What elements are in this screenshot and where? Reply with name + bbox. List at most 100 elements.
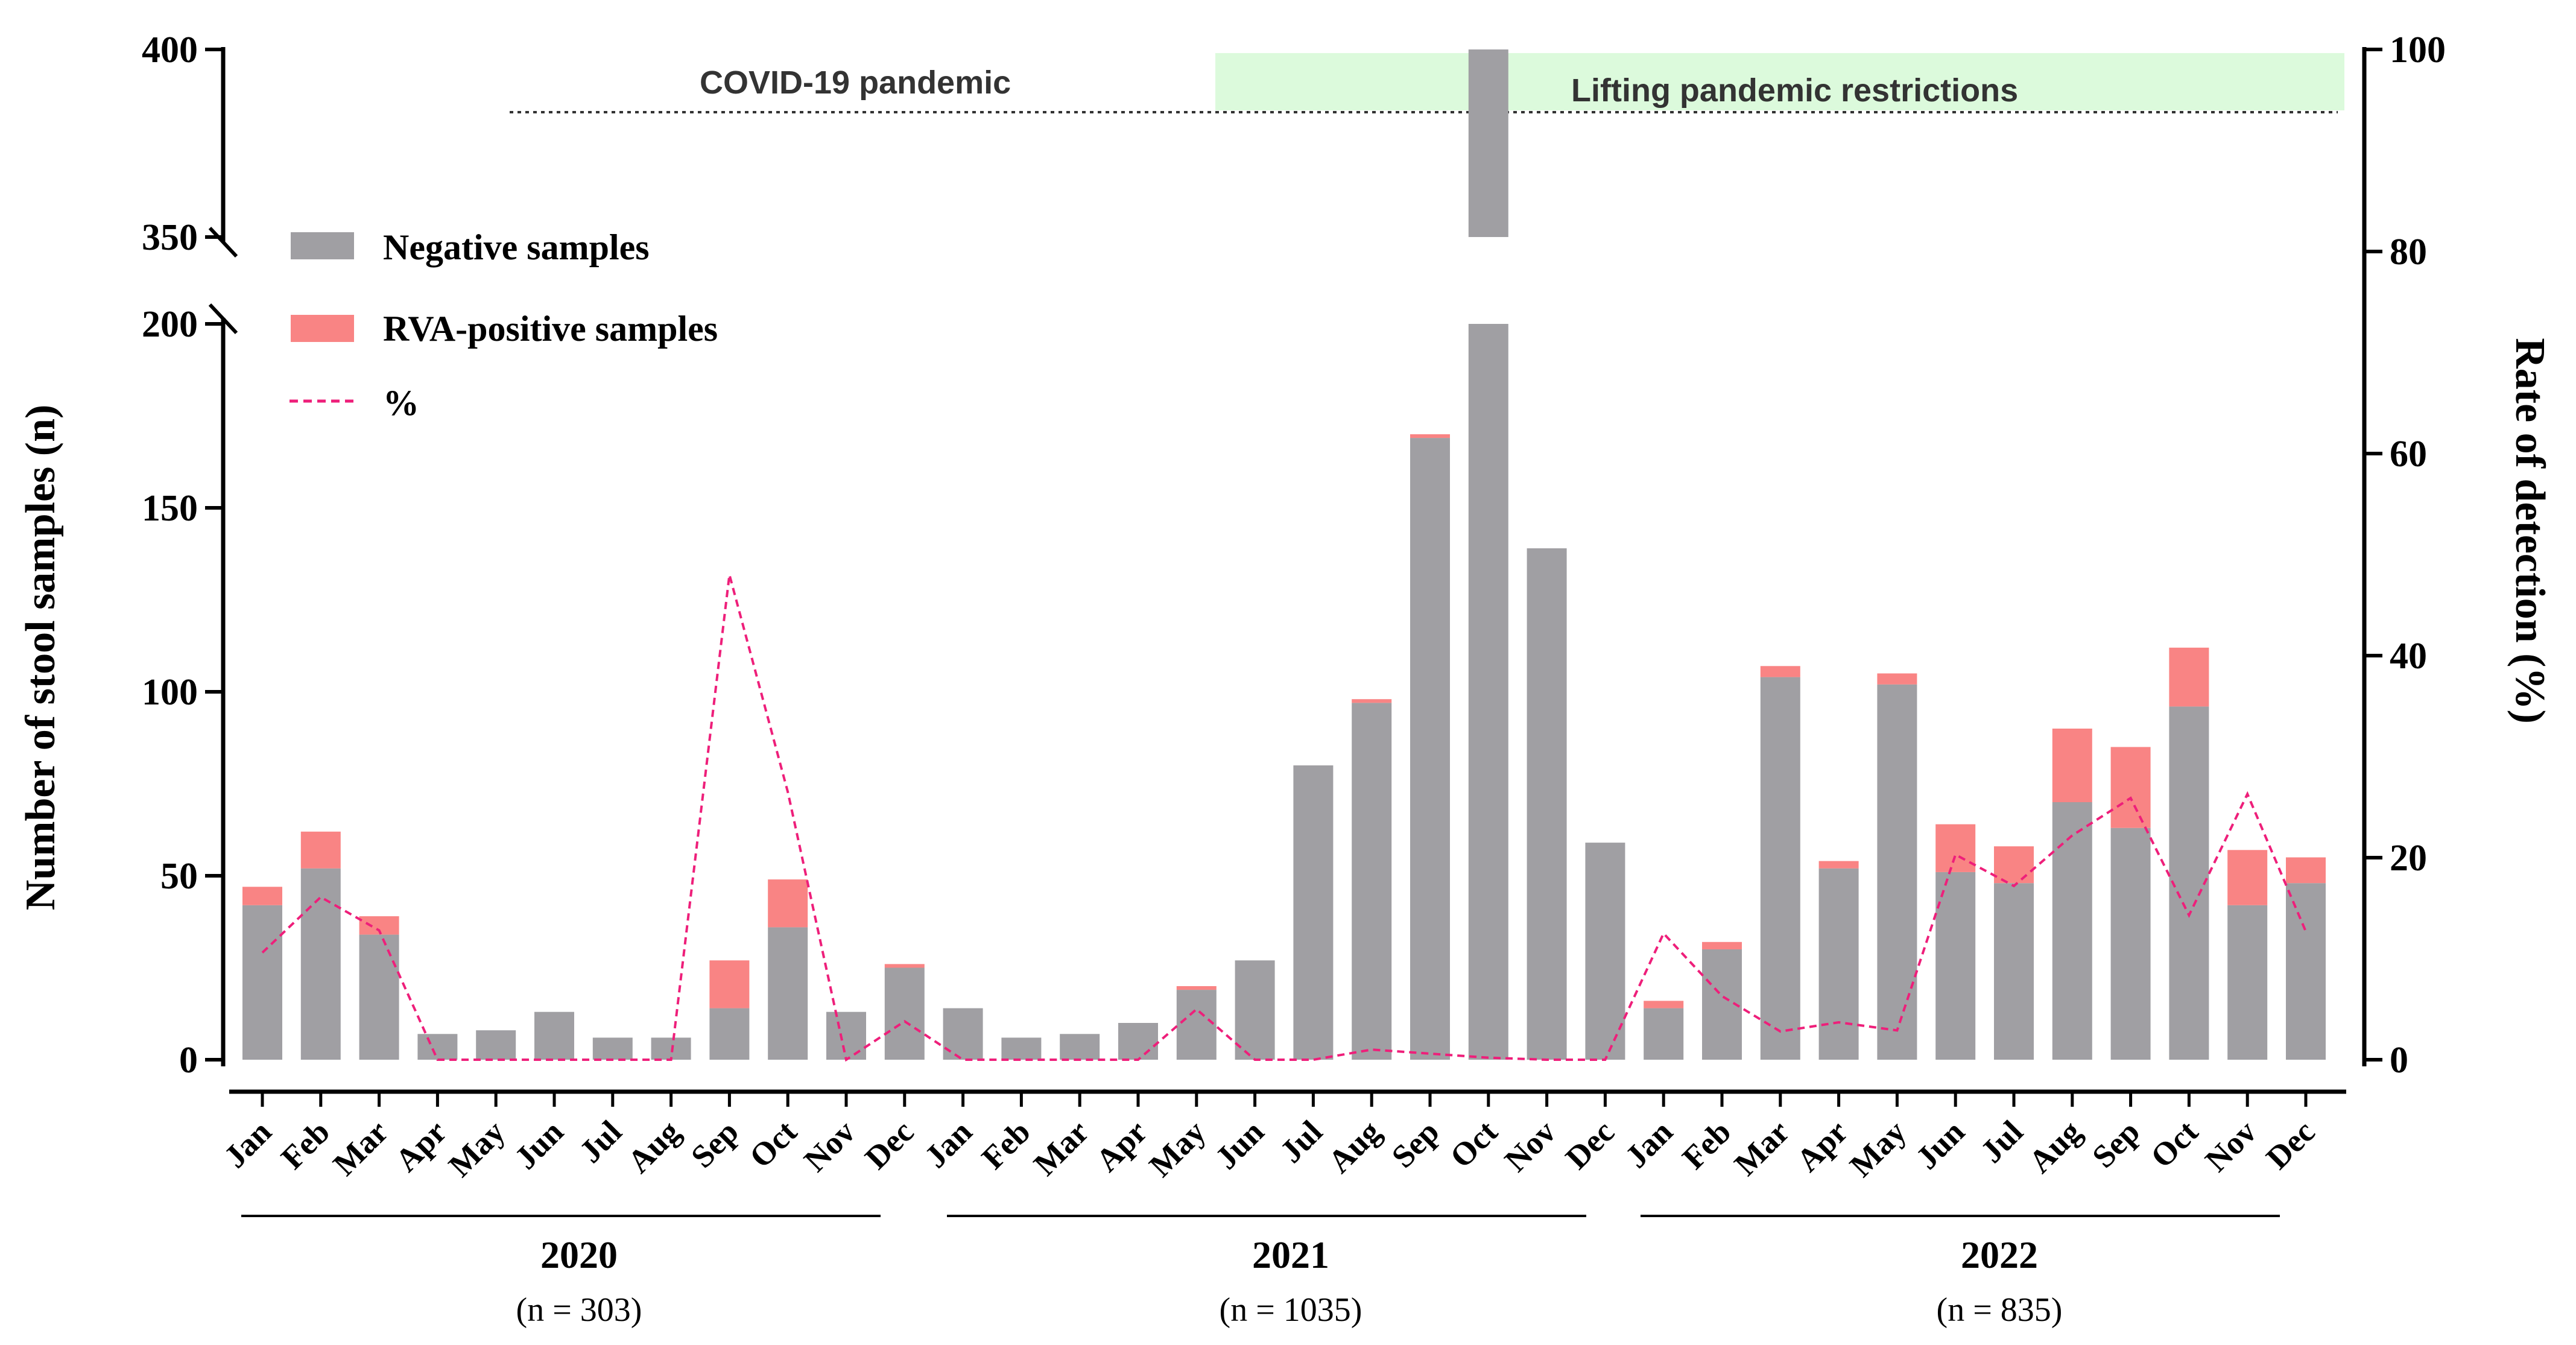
x-tick-label-12: Jan [917,1113,979,1175]
legend-positive-label: RVA-positive samples [383,309,718,349]
x-tick-label-8: Sep [684,1113,745,1175]
y2-tick-label-4: 80 [2390,232,2427,273]
y-tick-label-1: 50 [160,856,198,897]
bar-positive-16 [1176,986,1217,990]
bar-positive-33 [2169,647,2209,707]
bar-negative-20 [1410,438,1450,1060]
bar-negative-30 [1994,883,2034,1060]
bar-positive-31 [2052,729,2092,802]
x-tick-label-15: Apr [1089,1113,1154,1179]
y2-tick-label-1: 20 [2390,838,2427,879]
bar-negative-upper-21 [1468,49,1508,237]
x-tick-label-14: Mar [1027,1113,1096,1183]
x-tick-label-1: Feb [274,1113,337,1176]
x-tick-label-4: May [441,1113,512,1184]
bar-negative-1 [300,868,341,1060]
bar-negative-24 [1644,1008,1684,1060]
bar-positive-0 [242,887,282,905]
x-tick-label-11: Dec [858,1113,920,1176]
covid-period-label: COVID-19 pandemic [700,65,1011,101]
bar-negative-17 [1235,960,1275,1060]
bar-negative-6 [592,1037,633,1060]
x-tick-label-0: Jan [217,1113,279,1175]
y-tick-label-6: 400 [142,30,198,71]
bar-negative-10 [826,1011,866,1060]
y-tick-label-2: 100 [142,672,198,713]
legend: Negative samples RVA-positive samples % [290,227,718,423]
x-tick-label-20: Sep [1385,1113,1446,1175]
year-2020-count: (n = 303) [516,1291,642,1329]
bar-negative-28 [1877,684,1917,1060]
bar-positive-20 [1410,434,1450,438]
bar-positive-29 [1935,824,1976,872]
x-tick-label-25: Feb [1676,1113,1738,1176]
bar-negative-19 [1352,703,1392,1060]
x-tick-label-23: Dec [1559,1113,1621,1176]
x-tick-label-6: Jul [572,1113,628,1169]
y-axis-title: Number of stool samples (n) [17,405,64,911]
bar-positive-8 [709,960,750,1008]
y-axis-break-bottom [208,303,238,335]
bar-negative-29 [1935,872,1976,1060]
bar-positive-30 [1994,846,2034,884]
bar-positive-27 [1818,861,1859,869]
bar-negative-21 [1468,324,1508,1060]
legend-rate-label: % [383,383,419,423]
bar-positive-26 [1760,666,1800,677]
bar-negative-4 [476,1030,516,1060]
bar-negative-31 [2052,802,2092,1060]
year-2021-label: 2021 [1252,1233,1329,1276]
x-tick-label-3: Apr [388,1113,454,1179]
x-tick-label-30: Jul [1973,1113,2030,1169]
bar-negative-22 [1527,548,1567,1060]
y-tick-label-4: 200 [142,304,198,345]
bar-negative-34 [2227,905,2268,1060]
lifting-restrictions-band [1215,53,2344,110]
x-tick-label-10: Nov [797,1113,862,1179]
x-tick-label-26: Mar [1727,1113,1797,1183]
bar-negative-2 [359,934,399,1060]
bar-negative-7 [651,1037,691,1060]
year-2022-count: (n = 835) [1937,1291,2063,1329]
x-tick-label-9: Oct [742,1113,804,1175]
y2-tick-label-3: 60 [2390,434,2427,475]
year-2021-count: (n = 1035) [1220,1291,1362,1329]
bar-positive-32 [2110,747,2151,828]
bar-positive-9 [768,879,808,928]
bar-negative-26 [1760,677,1800,1060]
x-tick-label-7: Aug [621,1113,687,1180]
y2-tick-label-2: 40 [2390,636,2427,677]
x-tick-label-18: Jul [1273,1113,1329,1169]
x-tick-label-33: Oct [2144,1113,2205,1175]
bar-negative-15 [1118,1023,1158,1060]
y-tick-label-3: 150 [142,488,198,529]
x-tick-label-16: May [1142,1113,1213,1184]
bar-negative-23 [1585,843,1625,1060]
y-tick-label-5: 350 [142,217,198,258]
x-tick-label-35: Dec [2259,1113,2322,1176]
bar-negative-33 [2169,706,2209,1060]
x-tick-label-27: Apr [1790,1113,1855,1179]
y-tick-label-0: 0 [179,1040,198,1081]
bar-negative-18 [1293,765,1334,1060]
bar-negative-32 [2110,828,2151,1060]
x-tick-label-17: Jun [1208,1113,1271,1176]
legend-negative-label: Negative samples [383,227,650,267]
year-2022-label: 2022 [1961,1233,2038,1276]
bar-positive-34 [2227,850,2268,905]
x-tick-label-21: Oct [1443,1113,1504,1175]
y-axis-break-top [208,226,238,258]
bars-layer [242,49,2326,1060]
bar-negative-16 [1176,990,1217,1060]
bar-negative-35 [2286,883,2326,1060]
year-2020-label: 2020 [540,1233,618,1276]
x-tick-label-29: Jun [1909,1113,1972,1176]
bar-positive-24 [1644,1001,1684,1008]
x-tick-label-24: Jan [1618,1113,1680,1175]
bar-positive-25 [1702,942,1742,949]
y2-axis-title: Rate of detection (%) [2507,338,2553,724]
x-tick-label-31: Aug [2022,1113,2088,1180]
rate-line [261,574,2307,1062]
